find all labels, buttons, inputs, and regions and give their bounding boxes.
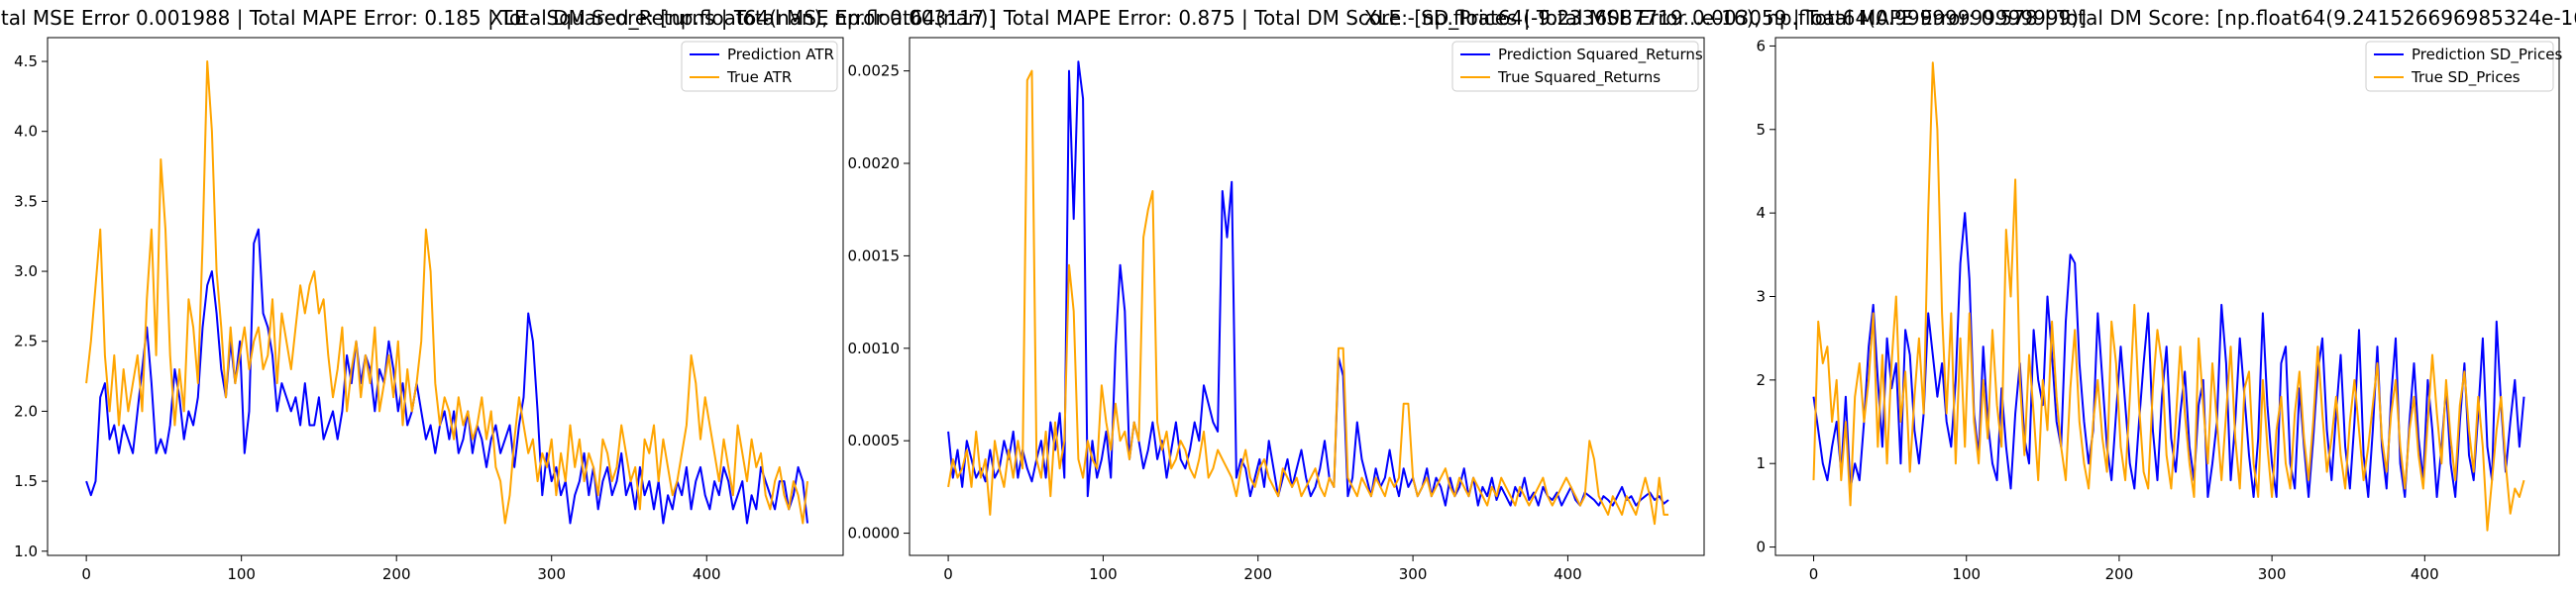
true-series-line xyxy=(85,60,808,525)
plot-area xyxy=(47,37,844,556)
legend-box xyxy=(681,41,838,92)
panel-3: XLE - SD_Prices | Total MSE Error 0.0030… xyxy=(1364,6,2576,583)
y-tick-label: 2 xyxy=(1756,371,1766,389)
legend-label-true: True Squared_Returns xyxy=(1497,68,1661,87)
y-tick-label: 4.5 xyxy=(14,52,38,70)
y-tick-label: 3 xyxy=(1756,288,1766,306)
y-tick-label: 4.0 xyxy=(14,123,38,141)
y-tick-label: 1.0 xyxy=(14,543,38,560)
panel-1: XLE - ATR | Total MSE Error 0.001988 | T… xyxy=(0,6,996,583)
x-tick-label: 0 xyxy=(81,565,91,583)
legend: Prediction SD_Prices True SD_Prices xyxy=(2365,41,2562,92)
panel-title: XLE - ATR | Total MSE Error 0.001988 | T… xyxy=(0,6,996,30)
plot-area xyxy=(1774,37,2560,556)
x-tick-label: 300 xyxy=(2258,565,2287,583)
panel-title: XLE - Squared_Returns | Total MSE Error … xyxy=(489,6,2087,30)
x-tick-label: 100 xyxy=(1952,565,1981,583)
y-tick-label: 2.5 xyxy=(14,333,38,350)
legend-label-prediction: Prediction ATR xyxy=(727,46,834,63)
y-tick-label: 1 xyxy=(1756,454,1766,472)
panel-2: XLE - Squared_Returns | Total MSE Error … xyxy=(489,6,2087,583)
true-series-line xyxy=(1812,61,2525,532)
true-series-line xyxy=(947,69,1668,526)
x-tick-label: 400 xyxy=(693,565,721,583)
x-tick-label: 300 xyxy=(537,565,566,583)
y-tick-label: 0.0020 xyxy=(848,154,901,172)
legend-label-prediction: Prediction SD_Prices xyxy=(2412,46,2562,64)
x-tick-label: 0 xyxy=(943,565,953,583)
y-tick-label: 2.0 xyxy=(14,402,38,420)
panel-title: XLE - SD_Prices | Total MSE Error 0.0030… xyxy=(1364,6,2576,30)
x-tick-label: 400 xyxy=(1554,565,1582,583)
y-tick-label: 4 xyxy=(1756,204,1766,222)
y-tick-label: 5 xyxy=(1756,121,1766,139)
prediction-series-line xyxy=(85,228,808,525)
y-tick-label: 1.5 xyxy=(14,472,38,490)
legend: Prediction Squared_Returns True Squared_… xyxy=(1451,41,1703,92)
y-tick-label: 0.0010 xyxy=(848,340,901,357)
y-tick-label: 0.0000 xyxy=(848,525,901,543)
legend-label-true: True ATR xyxy=(726,68,792,86)
y-tick-label: 0.0025 xyxy=(848,62,901,80)
y-tick-label: 0 xyxy=(1756,539,1766,556)
x-tick-label: 300 xyxy=(1399,565,1428,583)
y-tick-label: 3.0 xyxy=(14,262,38,280)
x-tick-label: 200 xyxy=(2105,565,2134,583)
legend-label-true: True SD_Prices xyxy=(2411,68,2521,87)
x-tick-label: 200 xyxy=(1243,565,1272,583)
legend-box xyxy=(2365,41,2554,92)
x-tick-label: 200 xyxy=(382,565,411,583)
legend-box xyxy=(1451,41,1699,92)
y-tick-label: 3.5 xyxy=(14,192,38,210)
y-tick-label: 6 xyxy=(1756,37,1766,54)
x-tick-label: 400 xyxy=(2411,565,2439,583)
y-tick-label: 0.0005 xyxy=(848,432,901,449)
plot-area xyxy=(909,37,1705,556)
x-tick-label: 100 xyxy=(1089,565,1118,583)
legend-label-prediction: Prediction Squared_Returns xyxy=(1498,46,1703,64)
x-tick-label: 0 xyxy=(1809,565,1819,583)
x-tick-label: 100 xyxy=(227,565,256,583)
legend: Prediction ATR True ATR xyxy=(681,41,838,92)
y-tick-label: 0.0015 xyxy=(848,247,901,264)
